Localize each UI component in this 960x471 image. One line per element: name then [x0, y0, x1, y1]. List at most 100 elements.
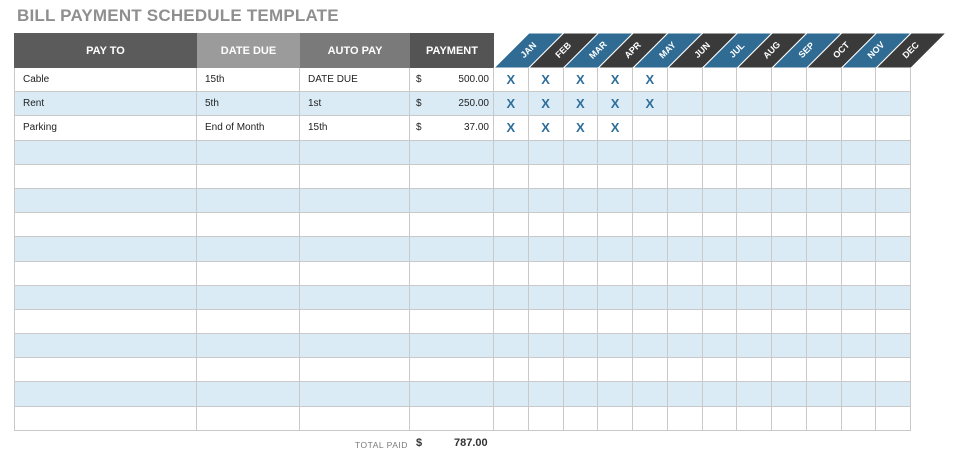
- cell-month-nov[interactable]: [842, 213, 877, 237]
- cell-month-jul[interactable]: [703, 406, 738, 430]
- cell-month-nov[interactable]: [842, 188, 877, 213]
- cell-date-due[interactable]: [197, 309, 300, 334]
- cell-month-apr[interactable]: [598, 382, 633, 406]
- cell-payment[interactable]: [410, 334, 494, 358]
- cell-month-dec[interactable]: [876, 237, 911, 261]
- cell-month-dec[interactable]: [876, 116, 911, 140]
- header-date-due[interactable]: DATE DUE: [197, 33, 300, 68]
- cell-month-jun[interactable]: [668, 334, 703, 358]
- cell-month-sep[interactable]: [772, 285, 807, 309]
- cell-month-mar[interactable]: [564, 334, 599, 358]
- cell-month-jul[interactable]: [703, 237, 738, 261]
- cell-auto-pay[interactable]: [300, 237, 410, 261]
- cell-month-jul[interactable]: [703, 382, 738, 406]
- cell-payment[interactable]: [410, 140, 494, 164]
- cell-month-jun[interactable]: [668, 285, 703, 309]
- cell-auto-pay[interactable]: [300, 140, 410, 164]
- cell-month-oct[interactable]: [807, 68, 842, 92]
- cell-month-nov[interactable]: [842, 406, 877, 430]
- cell-pay-to[interactable]: Parking: [14, 116, 197, 140]
- cell-auto-pay[interactable]: [300, 382, 410, 406]
- cell-auto-pay[interactable]: [300, 285, 410, 309]
- cell-month-jul[interactable]: [703, 358, 738, 382]
- cell-payment[interactable]: [410, 358, 494, 382]
- cell-date-due[interactable]: End of Month: [197, 116, 300, 140]
- cell-month-jul[interactable]: [703, 164, 738, 188]
- cell-month-aug[interactable]: [737, 285, 772, 309]
- cell-payment[interactable]: [410, 237, 494, 261]
- cell-date-due[interactable]: 5th: [197, 92, 300, 116]
- cell-month-jan[interactable]: [494, 237, 529, 261]
- cell-auto-pay[interactable]: [300, 309, 410, 334]
- cell-month-jan[interactable]: [494, 140, 529, 164]
- cell-month-sep[interactable]: [772, 164, 807, 188]
- cell-pay-to[interactable]: [14, 261, 197, 285]
- header-payment[interactable]: PAYMENT: [410, 33, 494, 68]
- cell-month-oct[interactable]: [807, 92, 842, 116]
- cell-month-apr[interactable]: [598, 140, 633, 164]
- cell-month-may[interactable]: [633, 261, 668, 285]
- cell-month-feb[interactable]: [529, 406, 564, 430]
- cell-month-mar[interactable]: [564, 213, 599, 237]
- cell-month-nov[interactable]: [842, 68, 877, 92]
- cell-month-may[interactable]: [633, 237, 668, 261]
- cell-month-aug[interactable]: [737, 116, 772, 140]
- cell-month-jun[interactable]: [668, 140, 703, 164]
- cell-date-due[interactable]: [197, 382, 300, 406]
- cell-date-due[interactable]: [197, 164, 300, 188]
- cell-pay-to[interactable]: [14, 213, 197, 237]
- cell-month-oct[interactable]: [807, 406, 842, 430]
- cell-month-may[interactable]: [633, 382, 668, 406]
- cell-month-mar[interactable]: [564, 188, 599, 213]
- cell-month-jan[interactable]: X: [494, 92, 529, 116]
- cell-month-mar[interactable]: [564, 358, 599, 382]
- cell-month-may[interactable]: X: [633, 92, 668, 116]
- cell-auto-pay[interactable]: 15th: [300, 116, 410, 140]
- cell-month-feb[interactable]: [529, 309, 564, 334]
- cell-month-oct[interactable]: [807, 188, 842, 213]
- cell-month-jan[interactable]: [494, 213, 529, 237]
- cell-month-nov[interactable]: [842, 116, 877, 140]
- cell-month-jan[interactable]: X: [494, 116, 529, 140]
- cell-month-oct[interactable]: [807, 213, 842, 237]
- cell-date-due[interactable]: [197, 140, 300, 164]
- cell-month-mar[interactable]: [564, 309, 599, 334]
- cell-month-apr[interactable]: [598, 164, 633, 188]
- cell-month-sep[interactable]: [772, 188, 807, 213]
- cell-month-feb[interactable]: [529, 382, 564, 406]
- cell-month-jun[interactable]: [668, 188, 703, 213]
- cell-month-may[interactable]: X: [633, 68, 668, 92]
- cell-month-feb[interactable]: [529, 358, 564, 382]
- cell-month-sep[interactable]: [772, 68, 807, 92]
- cell-auto-pay[interactable]: DATE DUE: [300, 68, 410, 92]
- cell-date-due[interactable]: [197, 285, 300, 309]
- cell-payment[interactable]: [410, 382, 494, 406]
- cell-month-nov[interactable]: [842, 358, 877, 382]
- cell-month-nov[interactable]: [842, 261, 877, 285]
- cell-pay-to[interactable]: Rent: [14, 92, 197, 116]
- cell-month-jan[interactable]: [494, 188, 529, 213]
- cell-pay-to[interactable]: [14, 358, 197, 382]
- cell-month-feb[interactable]: [529, 188, 564, 213]
- cell-month-feb[interactable]: X: [529, 68, 564, 92]
- cell-month-may[interactable]: [633, 140, 668, 164]
- cell-auto-pay[interactable]: [300, 213, 410, 237]
- cell-month-jun[interactable]: [668, 116, 703, 140]
- cell-month-jun[interactable]: [668, 261, 703, 285]
- cell-month-mar[interactable]: X: [564, 68, 599, 92]
- cell-month-may[interactable]: [633, 309, 668, 334]
- cell-month-jan[interactable]: [494, 358, 529, 382]
- cell-month-oct[interactable]: [807, 382, 842, 406]
- cell-month-sep[interactable]: [772, 309, 807, 334]
- cell-date-due[interactable]: [197, 188, 300, 213]
- header-pay-to[interactable]: PAY TO: [14, 33, 197, 68]
- cell-month-dec[interactable]: [876, 285, 911, 309]
- cell-month-dec[interactable]: [876, 261, 911, 285]
- cell-payment[interactable]: $250.00: [410, 92, 494, 116]
- cell-month-aug[interactable]: [737, 309, 772, 334]
- cell-month-jul[interactable]: [703, 213, 738, 237]
- cell-month-mar[interactable]: X: [564, 116, 599, 140]
- cell-month-apr[interactable]: [598, 285, 633, 309]
- cell-month-nov[interactable]: [842, 237, 877, 261]
- cell-payment[interactable]: $37.00: [410, 116, 494, 140]
